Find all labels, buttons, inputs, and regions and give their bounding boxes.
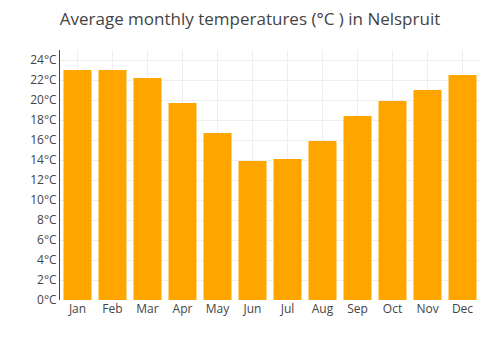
svg-text:Apr: Apr [173, 300, 193, 317]
svg-text:Mar: Mar [136, 300, 158, 317]
svg-text:18°C: 18°C [30, 111, 57, 128]
svg-text:Jul: Jul [280, 300, 295, 317]
svg-text:Feb: Feb [102, 300, 122, 317]
svg-text:14°C: 14°C [30, 151, 57, 168]
svg-text:22°C: 22°C [30, 71, 57, 88]
svg-text:Dec: Dec [452, 300, 473, 317]
svg-text:Oct: Oct [383, 300, 402, 317]
svg-text:24°C: 24°C [30, 51, 57, 68]
svg-text:May: May [206, 300, 230, 317]
svg-text:20°C: 20°C [30, 91, 57, 108]
svg-text:Average monthly temperatures (: Average monthly temperatures (°C ) in Ne… [60, 7, 441, 30]
svg-text:Aug: Aug [312, 300, 334, 317]
svg-text:10°C: 10°C [30, 191, 57, 208]
svg-text:4°C: 4°C [37, 251, 57, 268]
svg-text:6°C: 6°C [37, 231, 57, 248]
svg-text:12°C: 12°C [30, 171, 57, 188]
svg-text:Nov: Nov [416, 300, 438, 317]
svg-text:Jun: Jun [243, 300, 262, 317]
svg-text:Jan: Jan [68, 300, 86, 317]
svg-text:8°C: 8°C [37, 211, 57, 228]
svg-text:Sep: Sep [347, 300, 368, 317]
svg-text:16°C: 16°C [30, 131, 57, 148]
svg-text:0°C: 0°C [37, 291, 57, 308]
svg-text:2°C: 2°C [37, 271, 57, 288]
